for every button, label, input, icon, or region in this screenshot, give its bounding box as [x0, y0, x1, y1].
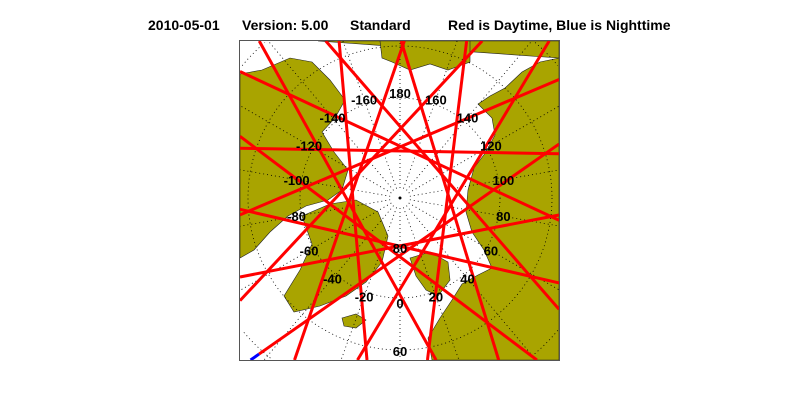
- daytime-track: [293, 40, 406, 361]
- latitude-circle: [299, 97, 501, 299]
- daytime-track: [239, 207, 560, 285]
- longitude-label: -120: [296, 139, 322, 154]
- pole-marker: [398, 196, 402, 200]
- daytime-track: [425, 40, 469, 361]
- longitude-label: 120: [480, 139, 502, 154]
- latitude-label: 80: [393, 241, 407, 256]
- longitude-label: 180: [389, 86, 411, 101]
- title-date: 2010-05-01: [148, 17, 220, 33]
- daytime-track: [239, 146, 560, 156]
- longitude-label: 40: [460, 271, 474, 286]
- land-iceland: [341, 313, 367, 329]
- title-version: Version: 5.00: [242, 17, 329, 33]
- orbit-tracks: [239, 40, 560, 361]
- longitude-label: 60: [484, 244, 498, 259]
- daytime-track: [239, 40, 484, 302]
- latitude-label: 60: [393, 344, 407, 359]
- title-mode: Standard: [350, 17, 411, 33]
- meridian: [408, 105, 560, 194]
- longitude-label: -40: [323, 271, 342, 286]
- daytime-track: [337, 40, 369, 361]
- longitude-label: -60: [300, 244, 319, 259]
- longitude-label: -160: [351, 92, 377, 107]
- daytime-track: [356, 40, 551, 361]
- longitude-label: -100: [284, 173, 310, 188]
- nighttime-track: [249, 352, 260, 361]
- longitude-label: 20: [429, 290, 443, 305]
- title-legend: Red is Daytime, Blue is Nighttime: [448, 17, 671, 33]
- meridian: [263, 205, 394, 361]
- meridian: [406, 40, 533, 191]
- longitude-label: 0: [396, 296, 403, 311]
- daytime-track: [399, 40, 501, 361]
- longitude-label: 100: [493, 173, 515, 188]
- longitude-label: 160: [425, 92, 447, 107]
- map-frame: [239, 40, 560, 361]
- longitude-label: 140: [457, 111, 479, 126]
- meridian: [239, 199, 391, 227]
- meridian: [408, 202, 560, 291]
- graticule: [239, 40, 560, 361]
- meridian: [267, 40, 394, 191]
- longitude-label: -80: [287, 209, 306, 224]
- daytime-track: [239, 70, 560, 222]
- meridian: [406, 205, 537, 361]
- longitude-label: -140: [319, 111, 345, 126]
- longitude-label: -20: [355, 290, 374, 305]
- longitude-label: 80: [496, 209, 510, 224]
